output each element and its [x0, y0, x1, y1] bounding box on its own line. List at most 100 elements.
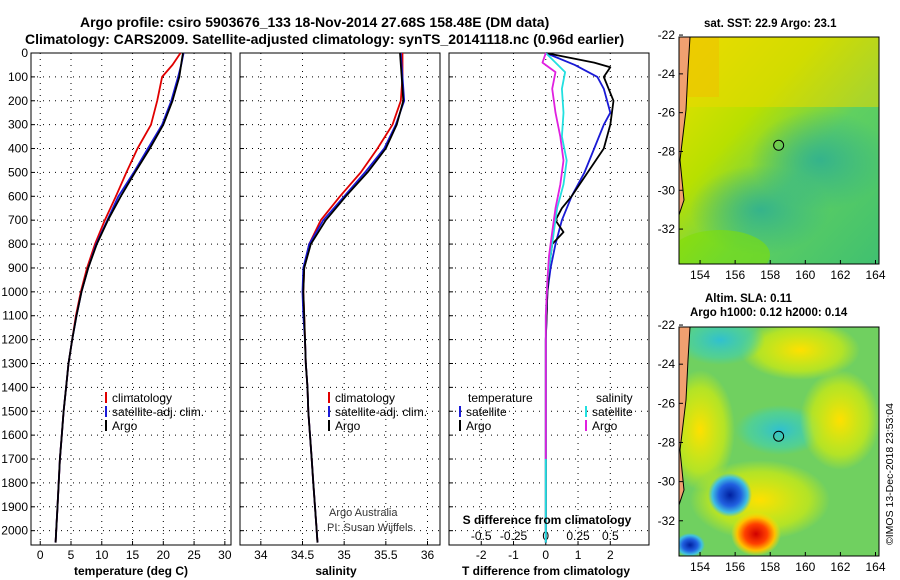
- legend-label-climatology: climatology: [335, 391, 395, 405]
- depth-tick-label: 2000: [1, 524, 28, 538]
- sst-map-frame: [678, 36, 880, 265]
- depth-tick-label: 1900: [1, 500, 28, 514]
- depth-tick-label: 300: [8, 118, 28, 132]
- depth-tick-label: 600: [8, 189, 28, 203]
- x-tick-label: 36: [421, 548, 435, 562]
- legend-label-argo: Argo: [112, 419, 138, 433]
- x-tick-label: 20: [157, 548, 171, 562]
- map-x-tick-label: 156: [725, 560, 745, 574]
- depth-tick-label: 800: [8, 237, 28, 251]
- legend-label-s-satellite: satellite: [592, 405, 633, 419]
- legend-title-salinity: salinity: [596, 391, 633, 405]
- temperature-plot-frame: [30, 52, 232, 546]
- depth-tick-label: 400: [8, 142, 28, 156]
- x-tick-label: 34: [254, 548, 268, 562]
- x-tick-label-secondary: -0.5: [471, 529, 492, 543]
- depth-tick-label: 1000: [1, 285, 28, 299]
- x-tick-label: 0: [37, 548, 44, 562]
- sst-map-title: sat. SST: 22.9 Argo: 23.1: [704, 18, 837, 30]
- legend-swatch-s-satellite: [585, 406, 587, 417]
- map-x-tick-label: 154: [690, 560, 710, 574]
- s-difference-axis-label: S difference from climatology: [463, 513, 632, 527]
- map-y-tick-label: -22: [658, 318, 676, 332]
- legend-label-satellite: satellite-adj. clim.: [112, 405, 204, 419]
- x-tick-label: 35.5: [374, 548, 398, 562]
- map-x-tick-label: 158: [760, 560, 780, 574]
- sst-map-field: [679, 37, 879, 264]
- x-tick-label: 15: [126, 548, 140, 562]
- x-tick-label: 0: [542, 548, 549, 562]
- legend-label-argo: Argo: [335, 419, 361, 433]
- x-tick-label: 25: [187, 548, 201, 562]
- x-tick-label: 10: [95, 548, 109, 562]
- x-tick-label-secondary: 0.5: [602, 529, 619, 543]
- depth-tick-label: 1500: [1, 404, 28, 418]
- x-tick-label: 30: [218, 548, 232, 562]
- salinity-axis-label: salinity: [315, 564, 357, 578]
- x-tick-label: 35: [337, 548, 351, 562]
- depth-tick-label: 1300: [1, 356, 28, 370]
- depth-tick-label: 1700: [1, 452, 28, 466]
- map-y-tick-label: -30: [658, 183, 676, 197]
- map-y-tick-label: -28: [658, 144, 676, 158]
- map-y-tick-label: -30: [658, 475, 676, 489]
- depth-tick-label: 700: [8, 213, 28, 227]
- land-coast: [679, 37, 691, 216]
- sla-map-title: Altim. SLA: 0.11: [705, 293, 793, 305]
- map-x-tick-label: 164: [865, 268, 885, 282]
- salinity-plot-frame: [239, 52, 441, 546]
- credit-line2: PI: Susan Wijffels: [327, 522, 413, 534]
- legend-label-climatology: climatology: [112, 391, 172, 405]
- map-x-tick-label: 160: [795, 560, 815, 574]
- depth-tick-label: 1100: [2, 309, 28, 323]
- map-y-tick-label: -26: [658, 396, 676, 410]
- sst-map-axes: 154 156 158 160 162 164 -22 -24 -26 -28 -30 -32: [658, 28, 886, 282]
- imos-timestamp: ©IMOS 13-Dec-2018 23:53:04: [884, 403, 896, 545]
- x-tick-label: -2: [476, 548, 487, 562]
- depth-tick-label: 900: [8, 261, 28, 275]
- depth-tick-label: 1200: [1, 333, 28, 347]
- sla-map-subtitle: Argo h1000: 0.12 h2000: 0.14: [690, 307, 848, 319]
- depth-tick-label: 500: [8, 165, 28, 179]
- legend-swatch-t-argo: [459, 420, 461, 431]
- depth-axis: 0 100 200 300 400 500 600 700 800 900 1000 1100 1200…: [1, 46, 453, 538]
- sla-map-frame: [678, 326, 880, 557]
- map-y-tick-label: -32: [658, 222, 676, 236]
- credit-line1: Argo Australia: [329, 507, 398, 519]
- x-axes: 0 5 10 15 20 25 30 34 34.5 35 35.5 36 -2 -1 0 1 2 -0.5 -0.…: [37, 529, 619, 562]
- map-y-tick-label: -24: [658, 357, 676, 371]
- series-argo: [54, 52, 184, 543]
- temperature-axis-label: temperature (deg C): [74, 564, 188, 578]
- sla-map-field: [679, 327, 879, 556]
- difference-legend: temperature satellite Argo salinity sate…: [459, 391, 633, 527]
- sla-argo-location-marker: [773, 430, 785, 442]
- map-x-tick-label: 158: [760, 268, 780, 282]
- legend-swatch-satellite: [105, 406, 107, 417]
- legend-swatch-s-argo: [585, 420, 587, 431]
- map-x-tick-label: 164: [865, 560, 885, 574]
- legend-swatch-climatology: [105, 392, 107, 403]
- legend-label-t-argo: Argo: [466, 419, 492, 433]
- map-y-tick-label: -28: [658, 435, 676, 449]
- map-x-tick-label: 160: [795, 268, 815, 282]
- map-y-tick-label: -26: [658, 106, 676, 120]
- legend-label-s-argo: Argo: [592, 419, 618, 433]
- depth-tick-label: 0: [21, 46, 28, 60]
- x-tick-label-secondary: 0.25: [566, 529, 590, 543]
- series-s-argo: [541, 52, 565, 459]
- map-y-tick-label: -24: [658, 67, 676, 81]
- depth-tick-label: 1400: [1, 380, 28, 394]
- depth-tick-label: 200: [8, 94, 28, 108]
- map-x-tick-label: 162: [830, 560, 850, 574]
- dotted-grid: [31, 52, 649, 545]
- legend-swatch-argo: [328, 420, 330, 431]
- legend-swatch-argo: [105, 420, 107, 431]
- title-line1: Argo profile: csiro 5903676_133 18-Nov-2…: [80, 14, 549, 30]
- profile-lines: [54, 52, 615, 543]
- x-tick-label: 34.5: [291, 548, 315, 562]
- map-x-tick-label: 162: [830, 268, 850, 282]
- salinity-legend: climatology satellite-adj. clim. Argo Ar…: [327, 391, 427, 534]
- legend-swatch-climatology: [328, 392, 330, 403]
- x-tick-label: 1: [575, 548, 582, 562]
- depth-tick-label: 1800: [1, 476, 28, 490]
